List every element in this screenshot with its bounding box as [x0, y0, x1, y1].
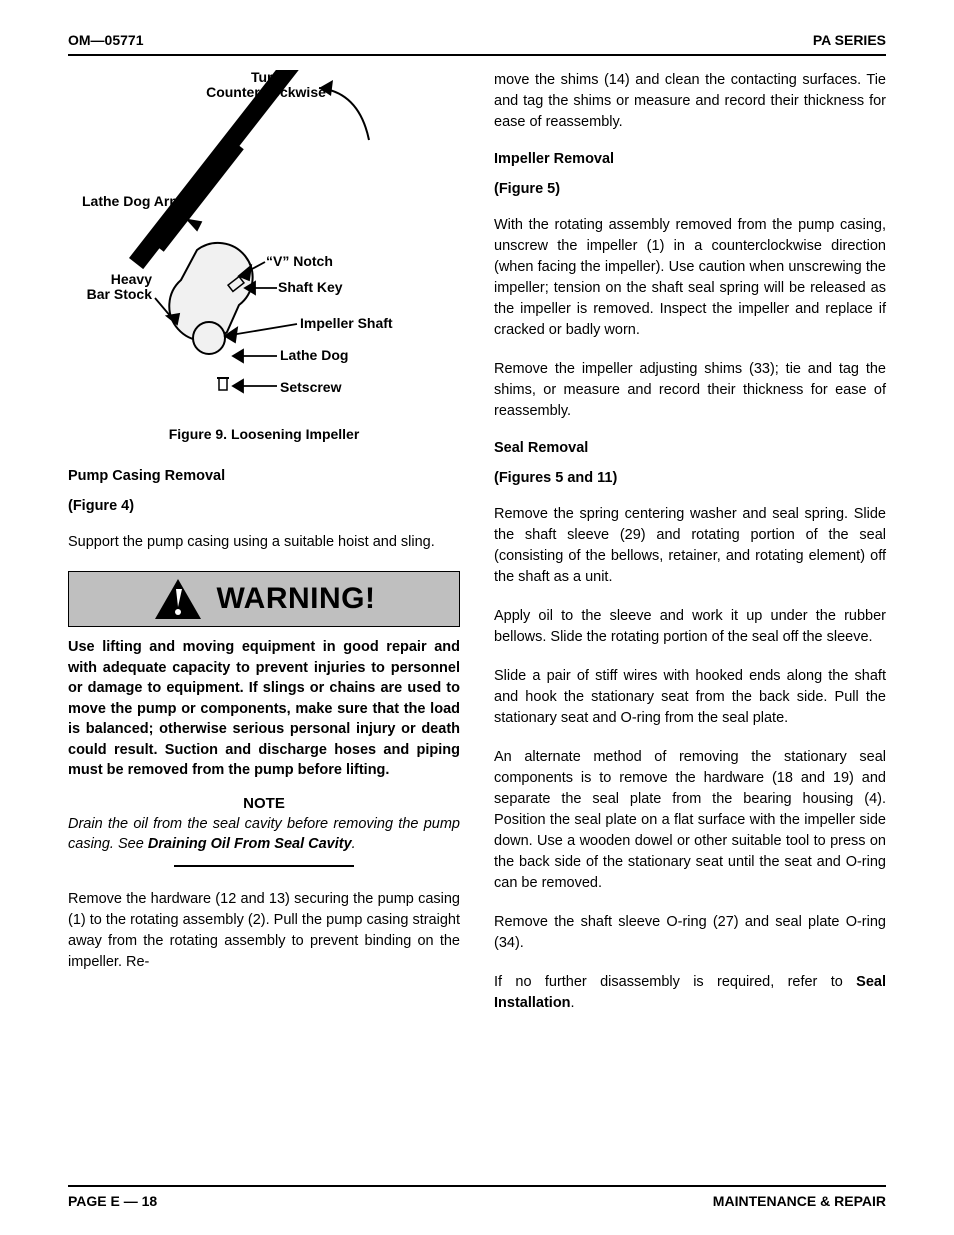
note-rule — [174, 865, 354, 867]
footer-right: MAINTENANCE & REPAIR — [713, 1193, 886, 1209]
para-remove-hardware: Remove the hardware (12 and 13) securing… — [68, 889, 460, 973]
para-continuation: move the shims (14) and clean the contac… — [494, 70, 886, 133]
para-seal-3: Slide a pair of stiff wires with hooked … — [494, 666, 886, 729]
ref-figure-4: (Figure 4) — [68, 498, 460, 514]
ref-figure-5: (Figure 5) — [494, 181, 886, 197]
label-lathe-dog-arm: Lathe Dog Arm — [82, 194, 182, 209]
footer-left: PAGE E — 18 — [68, 1193, 157, 1209]
para-seal-1: Remove the spring centering washer and s… — [494, 504, 886, 588]
note-heading: NOTE — [68, 795, 460, 812]
warning-body: Use lifting and moving equipment in good… — [68, 637, 460, 781]
warning-banner: WARNING! — [68, 571, 460, 627]
para-seal-5: Remove the shaft sleeve O‑ring (27) and … — [494, 912, 886, 954]
label-lathe-dog: Lathe Dog — [280, 348, 348, 363]
para-seal-6: If no further disassembly is required, r… — [494, 972, 886, 1014]
figure-9-caption: Figure 9. Loosening Impeller — [68, 426, 460, 442]
right-column: move the shims (14) and clean the contac… — [494, 70, 886, 1015]
label-heavy-bar-stock: Heavy Bar Stock — [72, 272, 152, 301]
label-v-notch: “V” Notch — [266, 254, 333, 269]
content-columns: Turn Counterclockwise Lathe Dog Arm Heav… — [68, 70, 886, 1015]
label-impeller-shaft: Impeller Shaft — [300, 316, 393, 331]
ref-figures-5-11: (Figures 5 and 11) — [494, 470, 886, 486]
heading-impeller-removal: Impeller Removal — [494, 151, 886, 167]
para-seal-2: Apply oil to the sleeve and work it up u… — [494, 606, 886, 648]
page-header: OM—05771 PA SERIES — [68, 32, 886, 56]
left-column: Turn Counterclockwise Lathe Dog Arm Heav… — [68, 70, 460, 1015]
label-setscrew: Setscrew — [280, 380, 341, 395]
heading-pump-casing-removal: Pump Casing Removal — [68, 468, 460, 484]
label-turn-ccw: Turn Counterclockwise — [196, 70, 336, 99]
figure-9: Turn Counterclockwise Lathe Dog Arm Heav… — [68, 70, 460, 420]
note-body: Drain the oil from the seal cavity befor… — [68, 814, 460, 855]
para-impeller-2: Remove the impeller adjusting shims (33)… — [494, 359, 886, 422]
label-shaft-key: Shaft Key — [278, 280, 343, 295]
header-left: OM—05771 — [68, 32, 143, 48]
para-support-casing: Support the pump casing using a suitable… — [68, 532, 460, 553]
para-impeller-1: With the rotating assembly removed from … — [494, 215, 886, 341]
para-seal-4: An alternate method of removing the stat… — [494, 747, 886, 894]
heading-seal-removal: Seal Removal — [494, 440, 886, 456]
warning-triangle-icon — [153, 577, 203, 621]
warning-banner-text: WARNING! — [217, 582, 376, 616]
header-right: PA SERIES — [813, 32, 886, 48]
page-footer: PAGE E — 18 MAINTENANCE & REPAIR — [68, 1185, 886, 1209]
figure-9-svg — [69, 70, 459, 420]
